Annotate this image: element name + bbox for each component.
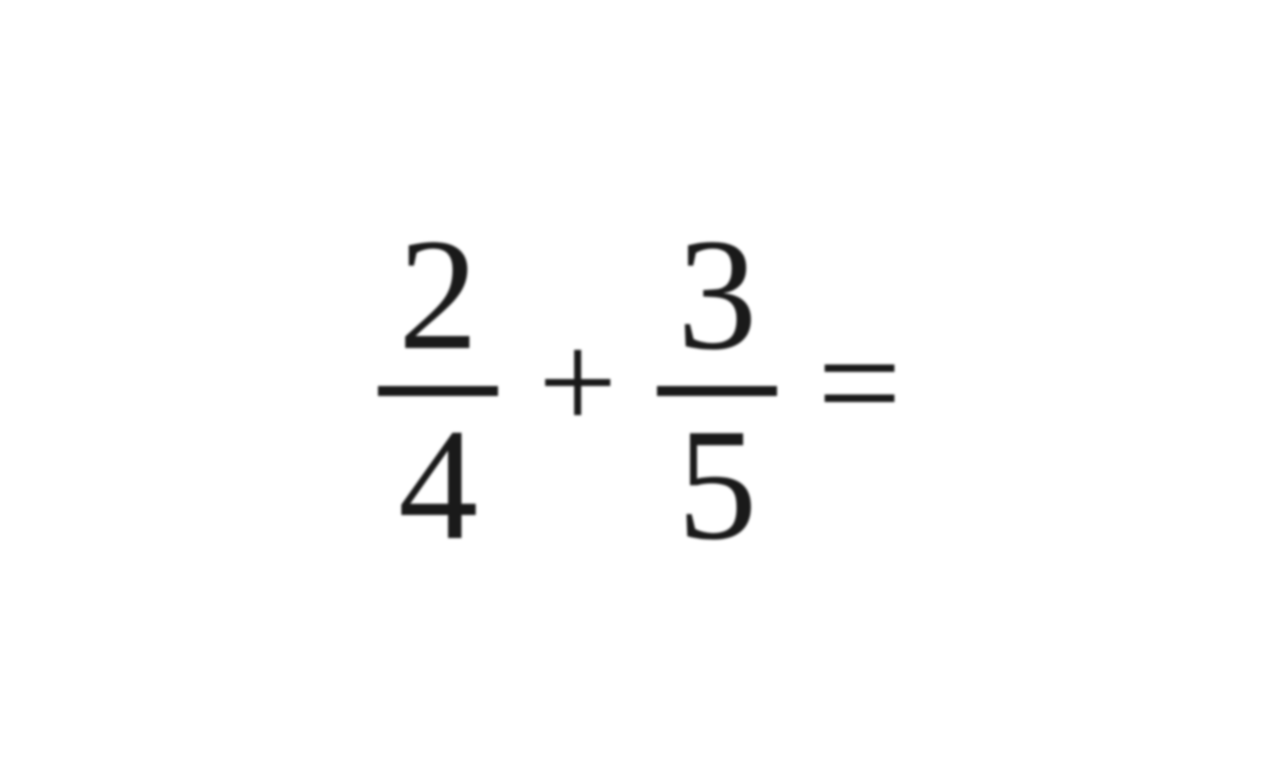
math-canvas: 2 4 + 3 5 = [0,0,1280,778]
fraction-2-numerator: 3 [677,214,757,374]
fraction-2-denominator: 5 [677,404,757,564]
equals-sign: = [817,308,902,458]
fraction-1-denominator: 4 [398,404,478,564]
fraction-1: 2 4 [378,214,498,564]
fraction-equation: 2 4 + 3 5 = [378,214,902,564]
plus-operator: + [538,313,617,453]
fraction-1-numerator: 2 [398,214,478,374]
fraction-2: 3 5 [657,214,777,564]
